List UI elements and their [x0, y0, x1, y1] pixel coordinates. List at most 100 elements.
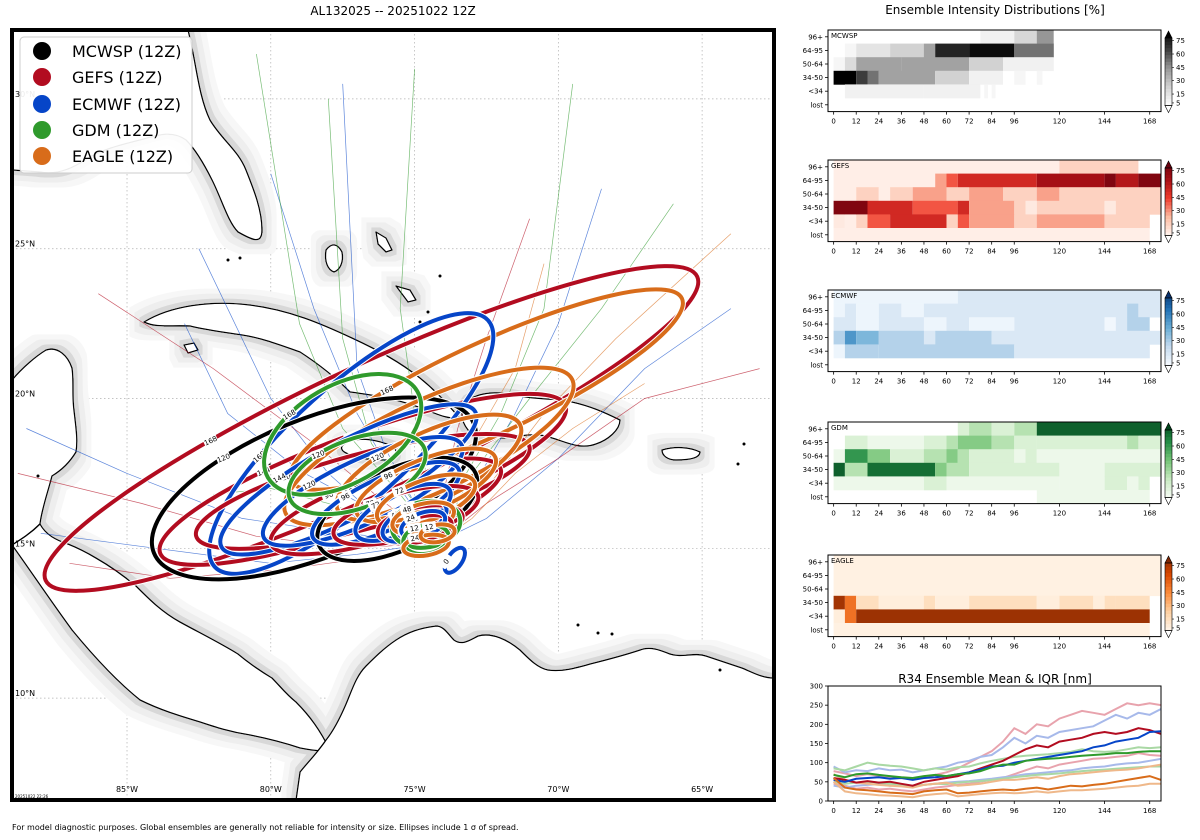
- colorbar-tick-label: 75: [1176, 429, 1185, 437]
- colorbar-min-arrow: [1164, 630, 1173, 639]
- colorbar-max-arrow: [1164, 290, 1173, 299]
- heatmap-xtick-label: 0: [831, 643, 835, 651]
- heatmap-xtick-label: 12: [852, 378, 861, 386]
- legend-label-eagle: EAGLE (12Z): [72, 147, 173, 166]
- heatmap-xtick-label: 60: [942, 248, 951, 256]
- heatmap-cell: [1104, 214, 1150, 229]
- heatmap-xtick-label: 36: [897, 510, 906, 518]
- heatmap-cell: [901, 57, 924, 72]
- heatmap-cell: [833, 555, 1161, 569]
- colorbar-step: [1165, 579, 1172, 584]
- heatmap-cell: [878, 70, 936, 85]
- heatmap-xtick-label: 120: [1053, 118, 1066, 126]
- heatmap-cell: [833, 70, 857, 85]
- heatmap-xtick-label: 48: [919, 510, 928, 518]
- heatmap-cell: [833, 582, 1161, 597]
- colorbar-step: [1165, 335, 1172, 339]
- colorbar-step: [1165, 362, 1172, 366]
- heatmap-cell: [890, 449, 924, 464]
- ellipse-label-bg: [281, 407, 297, 421]
- r34-series-gefs-mean: [833, 727, 1161, 787]
- heatmap-cell: [957, 200, 970, 215]
- heatmap-cell: [957, 214, 970, 229]
- heatmap-cell: [923, 435, 947, 450]
- heatmap-cell: [969, 70, 1003, 85]
- heatmap-cell: [833, 449, 845, 464]
- heatmap-xtick-label: 84: [987, 118, 996, 126]
- colorbar-min-arrow: [1164, 365, 1173, 374]
- ellipse-label: 0: [442, 558, 451, 566]
- colorbar-step: [1165, 606, 1172, 611]
- colorbar-min-arrow: [1164, 497, 1173, 506]
- ellipse-outline: [193, 431, 532, 551]
- map-legend: MCWSP (12Z) GEFS (12Z) ECMWF (12Z) GDM (…: [19, 36, 193, 174]
- heatmap-xtick-label: 36: [897, 248, 906, 256]
- heatmap-cell: [844, 214, 857, 229]
- colorbar-step: [1165, 590, 1172, 594]
- r34-chart: 0 50 100 150 200 250 300 0 12 24 36 48 60 72 84 96 120 14…: [810, 683, 1162, 815]
- heatmap-cell: [1025, 449, 1037, 464]
- colorbar-tick-label: 30: [1176, 469, 1185, 477]
- heatmap-xtick-label: 96: [1010, 118, 1019, 126]
- colorbar-tick-label: 5: [1176, 359, 1180, 367]
- heatmap-panel-mcwsp: MCWSP 96+ 64-95 50-64 34-50 <34 lost 0 12 24 36 48 6…: [803, 29, 1185, 126]
- legend-box: [19, 36, 193, 174]
- heatmap-cell: [1014, 43, 1054, 58]
- heatmap-xtick-label: 72: [965, 248, 974, 256]
- heatmap-xtick-label: 144: [1098, 510, 1112, 518]
- r34-ytick-label: 0: [819, 798, 823, 806]
- heatmap-ytick-label: 34-50: [803, 599, 823, 607]
- colorbar-step: [1165, 304, 1172, 309]
- heatmap-ytick-label: 50-64: [803, 453, 824, 461]
- colorbar-step: [1165, 44, 1172, 49]
- heatmap-xtick-label: 48: [919, 248, 928, 256]
- heatmap-cell: [833, 290, 958, 304]
- ellipse-label-bg: [215, 451, 232, 464]
- heatmap-cell: [923, 303, 1128, 318]
- r34-series-gdm-iqr-lower: [833, 765, 1161, 787]
- heatmap-panel-gdm: GDM 96+ 64-95 50-64 34-50 <34 lost 0 12 24 36 48 60 7…: [803, 421, 1185, 518]
- heatmap-cell: [833, 228, 1150, 242]
- colorbar-tick-label: 60: [1176, 181, 1185, 189]
- heatmap-cell: [1104, 317, 1116, 332]
- heatmap-xtick-label: 72: [965, 643, 974, 651]
- heatmap-ytick-label: <34: [808, 218, 823, 226]
- r34-ytick-label: 250: [810, 702, 823, 710]
- colorbar-step: [1165, 430, 1172, 434]
- heatmap-cell: [1014, 30, 1037, 44]
- heatmap-cell: [923, 43, 936, 58]
- heatmap-xtick-label: 48: [919, 378, 928, 386]
- heatmap-cell: [969, 187, 1003, 202]
- map-frame: [10, 28, 776, 802]
- colorbar-step: [1165, 341, 1172, 346]
- heatmap-cell: [1014, 70, 1026, 85]
- heatmap-xtick-label: 60: [942, 378, 951, 386]
- colorbar-tick-label: 15: [1176, 91, 1185, 99]
- colorbar-tick-label: 5: [1176, 99, 1180, 107]
- heatmap-cell: [923, 449, 947, 464]
- colorbar-step: [1165, 443, 1172, 448]
- heatmap-xtick-label: 144: [1098, 643, 1112, 651]
- r34-title: R34 Ensemble Mean & IQR [nm]: [898, 672, 1092, 686]
- colorbar-step: [1165, 463, 1172, 468]
- colorbar-step: [1165, 610, 1172, 614]
- colorbar-frame: [1164, 429, 1173, 498]
- colorbar-step: [1165, 308, 1172, 312]
- heatmap-cell: [867, 200, 913, 215]
- r34-ytick-label: 150: [810, 740, 823, 748]
- colorbar-tick-label: 30: [1176, 77, 1185, 85]
- colorbar-step: [1165, 71, 1172, 76]
- heatmap-cell: [1127, 303, 1139, 318]
- heatmap-cell: [844, 303, 857, 318]
- heatmap-xtick-label: 24: [874, 378, 883, 386]
- heatmap-panel-label: EAGLE: [831, 557, 854, 565]
- heatmap-xtick-label: 12: [852, 510, 861, 518]
- r34-xtick-label: 12: [852, 807, 861, 815]
- colorbar-max-arrow: [1164, 30, 1173, 39]
- ellipse-label-bg: [369, 450, 386, 464]
- heatmap-cell: [1059, 462, 1105, 477]
- track-gefs: [437, 368, 760, 543]
- colorbar-step: [1165, 569, 1172, 574]
- heatmap-cell: [878, 330, 924, 345]
- colorbar-step: [1165, 583, 1172, 587]
